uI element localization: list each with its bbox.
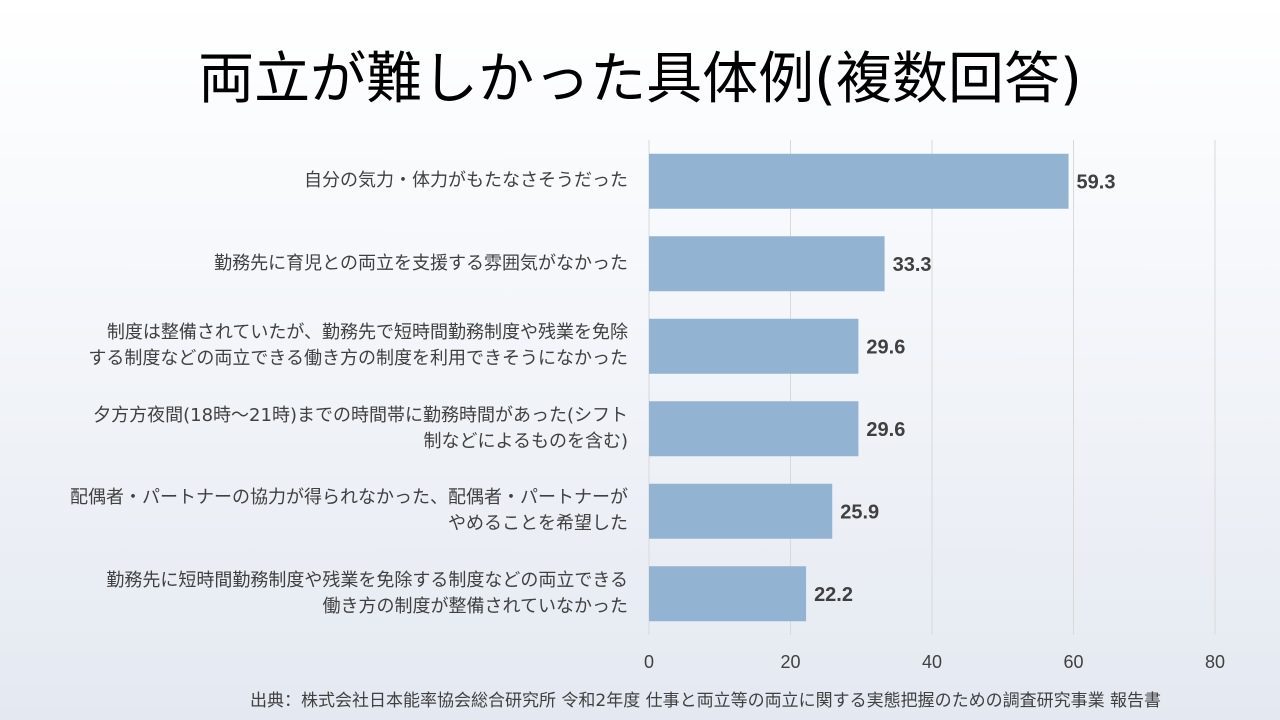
bar — [649, 236, 885, 292]
x-tick-label: 20 — [780, 652, 800, 672]
data-label: 33.3 — [893, 254, 932, 276]
x-tick-label: 60 — [1063, 652, 1083, 672]
category-label-line: 制度は整備されていたが、勤務先で短時間勤務制度や残業を免除 — [106, 322, 628, 344]
data-label: 59.3 — [1077, 171, 1116, 193]
category-label: 夕方方夜間(18時～21時)までの時間帯に勤務時間があった(シフト制などによるも… — [18, 403, 628, 455]
bar — [649, 566, 807, 622]
category-label-line: やめることを希望した — [448, 513, 628, 535]
bar — [649, 318, 859, 374]
category-label-line: 自分の気力・体力がもたなさそうだった — [304, 170, 628, 192]
source-note: 出典：株式会社日本能率協会総合研究所 令和2年度 仕事と両立等の両立に関する実態… — [250, 691, 1162, 711]
category-label: 制度は整備されていたが、勤務先で短時間勤務制度や残業を免除する制度などの両立でき… — [18, 320, 628, 372]
x-tick-label: 80 — [1205, 652, 1225, 672]
bar — [649, 483, 833, 539]
data-label: 29.6 — [866, 419, 905, 441]
category-label: 勤務先に育児との両立を支援する雰囲気がなかった — [18, 251, 628, 277]
category-label-line: 勤務先に短時間勤務制度や残業を免除する制度などの両立できる — [106, 569, 628, 591]
category-label-line: 働き方の制度が整備されていなかった — [322, 595, 628, 617]
x-tick-label: 0 — [644, 652, 654, 672]
x-tick-label: 40 — [922, 652, 942, 672]
data-label: 25.9 — [840, 501, 879, 523]
bar — [649, 153, 1069, 209]
category-label-line: 配偶者・パートナーの協力が得られなかった、配偶者・パートナーが — [70, 487, 628, 509]
category-label: 自分の気力・体力がもたなさそうだった — [18, 168, 628, 194]
category-label-line: する制度などの両立できる働き方の制度を利用できそうになかった — [88, 348, 628, 370]
category-label: 勤務先に短時間勤務制度や残業を免除する制度などの両立できる働き方の制度が整備され… — [18, 568, 628, 620]
data-label: 22.2 — [814, 584, 853, 606]
bar — [649, 401, 859, 457]
category-label-line: 勤務先に育児との両立を支援する雰囲気がなかった — [214, 252, 628, 274]
data-label: 29.6 — [866, 336, 905, 358]
chart-title: 両立が難しかった具体例(複数回答) — [198, 47, 1082, 112]
category-label-line: 夕方方夜間(18時～21時)までの時間帯に勤務時間があった(シフト — [93, 404, 628, 426]
category-label: 配偶者・パートナーの協力が得られなかった、配偶者・パートナーがやめることを希望し… — [18, 485, 628, 537]
category-label-line: 制などによるものを含む) — [423, 430, 628, 452]
